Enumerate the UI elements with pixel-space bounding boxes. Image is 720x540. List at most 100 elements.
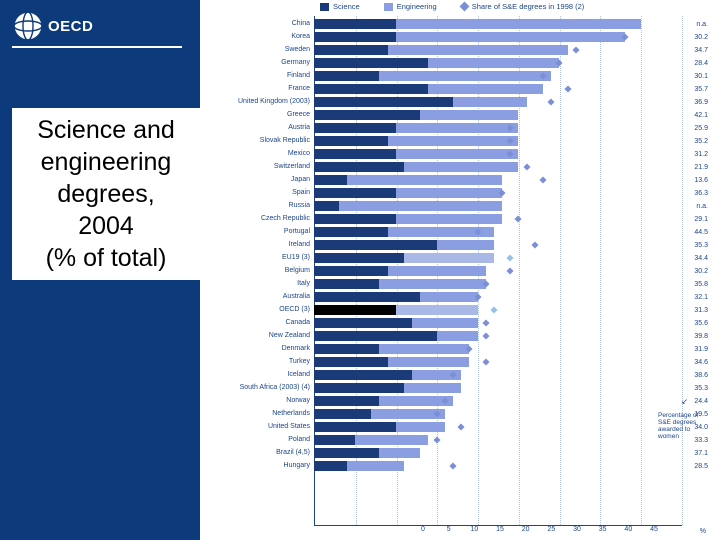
- bar-group: 34.4: [314, 253, 682, 263]
- row-label: Germany: [206, 59, 310, 66]
- row-value: n.a.: [696, 21, 708, 28]
- bar-science: [314, 162, 404, 172]
- bar-group: 21.9: [314, 162, 682, 172]
- row-label: Slovak Republic: [206, 137, 310, 144]
- row-label: Russia: [206, 202, 310, 209]
- bar-engineering: [396, 123, 519, 133]
- table-row: Greece42.1: [206, 109, 710, 122]
- bar-engineering: [396, 305, 478, 315]
- table-row: Australia32.1: [206, 291, 710, 304]
- row-label: Turkey: [206, 358, 310, 365]
- bar-science: [314, 435, 355, 445]
- x-unit-label: %: [700, 528, 706, 535]
- bar-engineering: [388, 136, 519, 146]
- bar-engineering: [420, 110, 518, 120]
- bar-science: [314, 84, 428, 94]
- oecd-logo-text: OECD: [48, 18, 93, 35]
- table-row: Canada35.6: [206, 317, 710, 330]
- row-label: United Kingdom (2003): [206, 98, 310, 105]
- bar-science: [314, 292, 420, 302]
- bar-engineering: [420, 292, 477, 302]
- legend-share: Share of S&E degrees in 1998 (2): [461, 2, 585, 11]
- row-label: Korea: [206, 33, 310, 40]
- bar-engineering: [404, 383, 461, 393]
- row-label: Canada: [206, 319, 310, 326]
- table-row: Spain36.3: [206, 187, 710, 200]
- bar-group: 35.2: [314, 136, 682, 146]
- bar-engineering: [453, 97, 527, 107]
- row-label: Netherlands: [206, 410, 310, 417]
- share-marker-diamond-icon: [482, 319, 489, 326]
- row-value: 13.6: [694, 177, 708, 184]
- row-value: 36.9: [694, 99, 708, 106]
- bar-science: [314, 188, 396, 198]
- x-tick-label: 20: [522, 526, 530, 533]
- share-marker-diamond-icon: [523, 163, 530, 170]
- row-value: 30.1: [694, 73, 708, 80]
- share-marker-diamond-icon: [507, 254, 514, 261]
- legend-engineering: Engineering: [384, 2, 437, 11]
- row-label: EU19 (3): [206, 254, 310, 261]
- title-box: Science and engineering degrees, 2004 (%…: [12, 108, 200, 280]
- table-row: Czech Republic29.1: [206, 213, 710, 226]
- bar-engineering: [396, 149, 519, 159]
- table-row: France35.7: [206, 83, 710, 96]
- row-value: 31.2: [694, 151, 708, 158]
- share-marker-diamond-icon: [507, 267, 514, 274]
- bar-engineering: [388, 266, 486, 276]
- bar-science: [314, 240, 437, 250]
- x-tick-label: 15: [496, 526, 504, 533]
- x-tick-label: 0: [421, 526, 425, 533]
- bar-group: 30.2: [314, 32, 682, 42]
- bar-science: [314, 123, 396, 133]
- bar-science: [314, 344, 379, 354]
- bar-group: 24.4: [314, 396, 682, 406]
- table-row: Russian.a.: [206, 200, 710, 213]
- bar-science: [314, 97, 453, 107]
- bar-group: 34.7: [314, 45, 682, 55]
- row-value: 30.2: [694, 34, 708, 41]
- row-label: United States: [206, 423, 310, 430]
- bar-group: 31.9: [314, 344, 682, 354]
- legend-science: Science: [320, 2, 360, 11]
- bar-group: 25.9: [314, 123, 682, 133]
- share-marker-diamond-icon: [531, 241, 538, 248]
- row-value: 34.6: [694, 359, 708, 366]
- table-row: Denmark 31.9: [206, 343, 710, 356]
- bar-engineering: [347, 175, 502, 185]
- row-value: 35.3: [694, 385, 708, 392]
- x-tick-label: 5: [447, 526, 451, 533]
- share-marker-diamond-icon: [515, 215, 522, 222]
- share-marker-diamond-icon: [564, 85, 571, 92]
- bar-science: [314, 409, 371, 419]
- row-value: 44.5: [694, 229, 708, 236]
- table-row: Hungary28.5: [206, 460, 710, 473]
- row-value: 42.1: [694, 112, 708, 119]
- table-row: Mexico31.2: [206, 148, 710, 161]
- bar-engineering: [437, 240, 494, 250]
- row-value: 29.1: [694, 216, 708, 223]
- bar-science: [314, 279, 379, 289]
- row-value: 24.4: [694, 398, 708, 405]
- bar-science: [314, 136, 388, 146]
- legend-swatch-engineering: [384, 3, 393, 11]
- table-row: Brazil (4,5)37.1: [206, 447, 710, 460]
- row-label: Denmark: [206, 345, 310, 352]
- bar-science: [314, 175, 347, 185]
- oecd-logo: OECD: [12, 10, 194, 42]
- legend-label-science: Science: [333, 2, 360, 11]
- chart-legend: Science Engineering Share of S&E degrees…: [320, 2, 710, 11]
- bar-engineering: [437, 331, 478, 341]
- bar-group: 35.7: [314, 84, 682, 94]
- row-label: Spain: [206, 189, 310, 196]
- bar-science: [314, 19, 396, 29]
- chart-panel: Science Engineering Share of S&E degrees…: [200, 0, 720, 540]
- logo-underline: [12, 46, 182, 48]
- row-label: Iceland: [206, 371, 310, 378]
- bar-group: 19.5: [314, 409, 682, 419]
- x-axis: 051015202530354045: [423, 526, 654, 536]
- title-line-4: 2004: [14, 210, 198, 242]
- slide: OECD Science and engineering degrees, 20…: [0, 0, 720, 540]
- row-value: 31.3: [694, 307, 708, 314]
- bar-group: 32.1: [314, 292, 682, 302]
